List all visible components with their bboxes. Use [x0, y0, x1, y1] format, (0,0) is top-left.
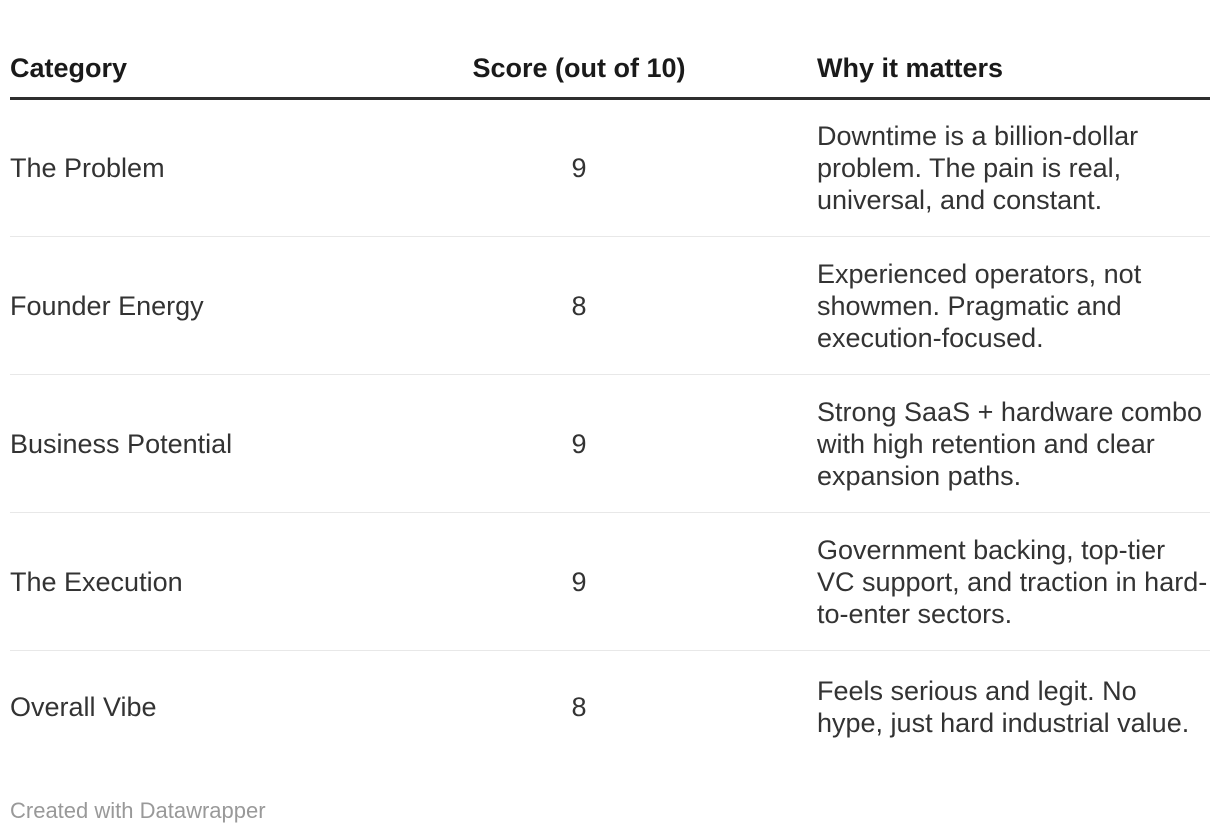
table-row: The Execution 9 Government backing, top-…	[10, 513, 1210, 651]
category-cell: Overall Vibe	[10, 691, 157, 722]
table-row: The Problem 9 Downtime is a billion-doll…	[10, 100, 1210, 237]
why-cell: Downtime is a billion-dollar problem. Th…	[817, 121, 1139, 215]
column-header-category: Category	[10, 53, 128, 83]
why-cell: Strong SaaS + hardware combo with high r…	[817, 396, 1202, 491]
category-cell: Founder Energy	[10, 290, 204, 321]
why-cell: Government backing, top-tier VC support,…	[817, 534, 1208, 629]
score-cell: 9	[571, 566, 587, 597]
score-cell: 9	[571, 153, 587, 183]
score-cell: 8	[571, 290, 587, 321]
why-cell: Feels serious and legit. No hype, just h…	[817, 675, 1190, 738]
category-cell: The Problem	[10, 153, 165, 183]
table-row: Business Potential 9 Strong SaaS + hardw…	[10, 375, 1210, 513]
datawrapper-attribution-link[interactable]: Created with Datawrapper	[10, 798, 266, 823]
category-cell: Business Potential	[10, 428, 233, 459]
why-cell: Experienced operators, not showmen. Prag…	[817, 258, 1142, 353]
attribution-footer: Created with Datawrapper	[10, 798, 1210, 824]
category-cell: The Execution	[10, 566, 183, 597]
table-row: Founder Energy 8 Experienced operators, …	[10, 237, 1210, 375]
table-header-row: Category Score (out of 10) Why it matter…	[10, 0, 1210, 100]
table-row: Overall Vibe 8 Feels serious and legit. …	[10, 651, 1210, 762]
score-cell: 8	[571, 691, 587, 722]
column-header-why-it-matters: Why it matters	[817, 53, 1004, 83]
column-header-score: Score (out of 10)	[472, 53, 686, 83]
score-cell: 9	[571, 428, 587, 459]
